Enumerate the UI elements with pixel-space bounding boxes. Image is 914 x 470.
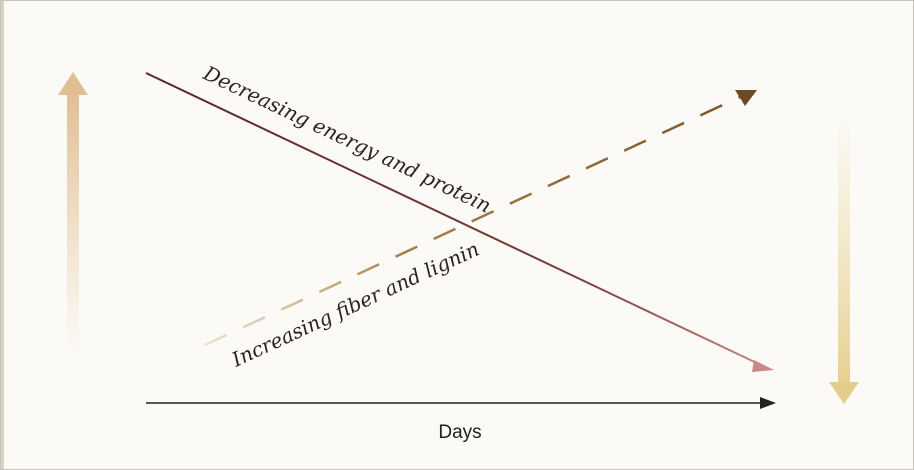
increasing-arrowhead [735, 90, 757, 106]
increase-arrow [58, 72, 88, 354]
increasing-fiber-line [204, 90, 757, 347]
decreasing-arrowhead [752, 360, 774, 372]
increase-arrowhead [58, 72, 88, 95]
decrease-arrow [829, 110, 859, 404]
decrease-arrowhead [829, 382, 859, 404]
decreasing-solid-line [145, 72, 764, 367]
days-axis [146, 397, 776, 409]
days-axis-label: Days [438, 422, 481, 443]
decrease-arrow-shaft [838, 110, 850, 386]
decreasing-energy-line [145, 72, 774, 372]
increase-arrow-shaft [67, 92, 79, 354]
left-edge-shadow [1, 1, 4, 469]
days-axis-arrowhead [760, 397, 776, 409]
increasing-dashed-line [204, 95, 741, 347]
